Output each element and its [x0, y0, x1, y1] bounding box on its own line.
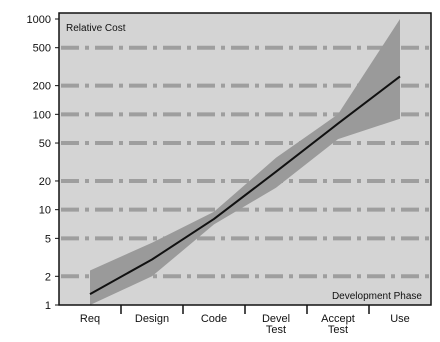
y-tick-label-500: 500	[33, 43, 51, 55]
y-tick-label-1: 1	[45, 300, 51, 312]
x-tick-label-4: Accept	[321, 313, 355, 325]
x-tick-label-5: Use	[390, 313, 410, 325]
x-tick-label-1: Design	[135, 313, 169, 325]
y-tick-label-100: 100	[33, 109, 51, 121]
y-axis-label: Relative Cost	[66, 23, 126, 34]
y-tick-label-200: 200	[33, 81, 51, 93]
y-tick-layer: 1 2 5 10 20 50 100 200 500 1000	[27, 14, 59, 312]
y-tick-label-2: 2	[45, 271, 51, 283]
x-tick-label-3: Devel	[262, 313, 290, 325]
y-tick-label-50: 50	[39, 138, 51, 150]
series-line-0	[89, 75, 401, 295]
y-tick-label-10: 10	[39, 205, 51, 217]
x-axis-label: Development Phase	[332, 291, 422, 302]
y-tick-label-20: 20	[39, 176, 51, 188]
y-tick-label-5: 5	[45, 233, 51, 245]
x-tick-label-2: Code	[201, 313, 227, 325]
x-tick-label-3-line1: Test	[266, 324, 286, 336]
plot-background	[59, 13, 431, 305]
y-tick-label-1000: 1000	[27, 14, 51, 26]
x-tick-label-4-line1: Test	[328, 324, 348, 336]
x-tick-label-0: Req	[80, 313, 100, 325]
line-layer	[89, 75, 401, 295]
